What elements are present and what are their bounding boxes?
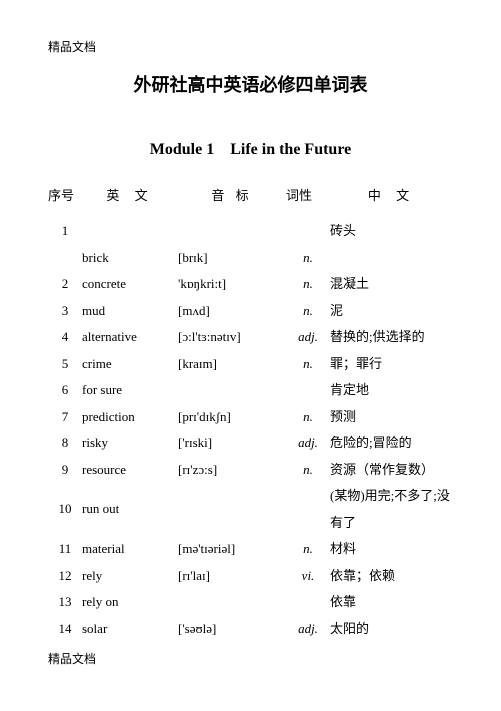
cell-num: 8 [48,430,82,457]
cell-pos: n. [286,404,330,431]
table-row: 9resource[rɪ'zɔ:s]n.资源（常作复数） [48,457,453,484]
cell-chinese: 依靠；依赖 [330,563,453,590]
cell-pos: n. [286,351,330,378]
cell-phonetic: [rɪ'zɔ:s] [178,457,286,484]
cell-num: 13 [48,589,82,616]
cell-chinese: 泥 [330,298,453,325]
cell-num: 2 [48,271,82,298]
table-row: 12rely[rɪ'laɪ]vi.依靠；依赖 [48,563,453,590]
cell-phonetic: [ɔ:l'tɜ:nətɪv] [178,324,286,351]
cell-chinese: 预测 [330,404,453,431]
cell-phonetic: ['rɪski] [178,430,286,457]
table-row: 4alternative[ɔ:l'tɜ:nətɪv]adj.替换的;供选择的 [48,324,453,351]
cell-num: 11 [48,536,82,563]
cell-num: 1 [48,218,82,245]
table-row: 8risky['rɪski]adj.危险的;冒险的 [48,430,453,457]
table-row: 6for sure 肯定地 [48,377,453,404]
cell-english: mud [82,298,178,325]
table-row: 1 砖头 [48,218,453,245]
table-row: 13rely on 依靠 [48,589,453,616]
col-header-chn: 中 文 [330,185,453,204]
cell-phonetic: [mʌd] [178,298,286,325]
cell-chinese: 依靠 [330,589,453,616]
cell-pos: n. [286,298,330,325]
cell-chinese: 混凝土 [330,271,453,298]
cell-phonetic: [brɪk] [178,245,286,272]
cell-english: risky [82,430,178,457]
main-title: 外研社高中英语必修四单词表 [48,71,453,97]
cell-chinese: 材料 [330,536,453,563]
header-tag: 精品文档 [48,38,453,55]
col-header-eng: 英 文 [82,185,178,204]
cell-english: brick [82,245,178,272]
table-row: 2concrete'kɒŋkri:t]n.混凝土 [48,271,453,298]
cell-num: 9 [48,457,82,484]
cell-pos: n. [286,245,330,272]
table-row: 5crime[kraɪm]n.罪；罪行 [48,351,453,378]
cell-num: 5 [48,351,82,378]
cell-english: resource [82,457,178,484]
cell-english: solar [82,616,178,643]
cell-pos: n. [286,457,330,484]
col-header-num: 序号 [48,185,82,204]
cell-chinese: 资源（常作复数） [330,457,453,484]
cell-english: for sure [82,377,178,404]
cell-pos: vi. [286,563,330,590]
table-row: 3mud[mʌd]n.泥 [48,298,453,325]
cell-pos: adj. [286,616,330,643]
cell-english: rely [82,563,178,590]
cell-num: 4 [48,324,82,351]
cell-english: alternative [82,324,178,351]
cell-pos: n. [286,536,330,563]
cell-chinese: 砖头 [330,218,453,245]
cell-english: material [82,536,178,563]
cell-pos: adj. [286,324,330,351]
cell-num: 7 [48,404,82,431]
cell-chinese: 太阳的 [330,616,453,643]
table-row: 7prediction[prɪ'dɪkʃn]n.预测 [48,404,453,431]
cell-english: crime [82,351,178,378]
cell-num: 12 [48,563,82,590]
column-headers: 序号 英 文 音 标 词性 中 文 [48,185,453,204]
cell-pos: n. [286,271,330,298]
cell-english: run out [82,496,178,523]
col-header-pos: 词性 [286,185,330,204]
table-row: 14solar['səʊlə]adj.太阳的 [48,616,453,643]
cell-chinese: 替换的;供选择的 [330,324,453,351]
cell-num: 14 [48,616,82,643]
cell-phonetic: [mə'tɪəriəl] [178,536,286,563]
cell-english: concrete [82,271,178,298]
module-title: Module 1 Life in the Future [48,141,453,159]
cell-num: 10 [48,496,82,523]
cell-chinese: 危险的;冒险的 [330,430,453,457]
cell-chinese: 罪；罪行 [330,351,453,378]
table-row: 11material[mə'tɪəriəl]n.材料 [48,536,453,563]
cell-pos: adj. [286,430,330,457]
vocab-rows: 1砖头brick[brɪk]n.2concrete'kɒŋkri:t]n.混凝土… [48,218,453,642]
col-header-phon: 音 标 [178,185,286,204]
cell-chinese: (某物)用完;不多了;没有了 [330,483,453,536]
cell-phonetic: ['səʊlə] [178,616,286,643]
cell-num: 3 [48,298,82,325]
cell-num: 6 [48,377,82,404]
cell-phonetic: [kraɪm] [178,351,286,378]
cell-english: rely on [82,589,178,616]
footer-tag: 精品文档 [48,650,453,667]
cell-phonetic: [rɪ'laɪ] [178,563,286,590]
cell-chinese: 肯定地 [330,377,453,404]
table-row: 10run out (某物)用完;不多了;没有了 [48,483,453,536]
cell-english: prediction [82,404,178,431]
cell-phonetic: [prɪ'dɪkʃn] [178,404,286,431]
cell-phonetic: 'kɒŋkri:t] [178,271,286,298]
table-row: brick[brɪk]n. [48,245,453,272]
